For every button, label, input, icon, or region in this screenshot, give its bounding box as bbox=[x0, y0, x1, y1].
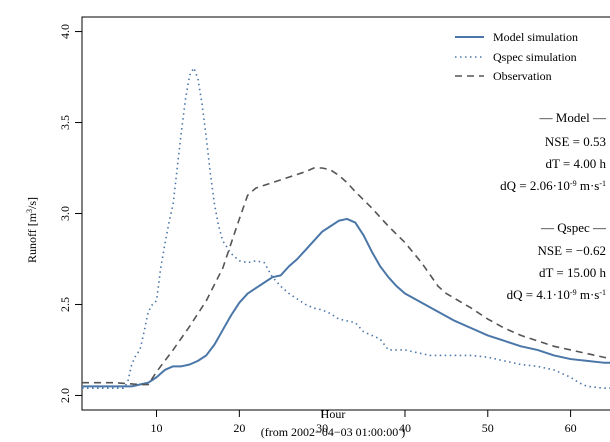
model-nse: NSE = 0.53 bbox=[545, 134, 606, 149]
x-tick-label: 50 bbox=[482, 421, 494, 435]
legend: Model simulation Qspec simulation Observ… bbox=[455, 30, 578, 83]
qspec-nse: NSE = −0.62 bbox=[538, 243, 606, 258]
x-tick-label: 20 bbox=[233, 421, 245, 435]
x-axis: 10 20 30 40 50 60 bbox=[151, 410, 577, 435]
x-axis-title: Hour bbox=[321, 407, 346, 421]
qspec-stats-header: — Qspec — bbox=[540, 220, 607, 235]
x-tick-label: 10 bbox=[151, 421, 163, 435]
model-dq: dQ = 2.06·10-9 m·s-1 bbox=[500, 178, 606, 193]
y-tick-label: 3.5 bbox=[58, 115, 72, 130]
series-layer bbox=[82, 67, 610, 389]
qspec-dq: dQ = 4.1·10-9 m·s-1 bbox=[507, 287, 606, 302]
y-tick-label: 2.5 bbox=[58, 297, 72, 312]
qspec-stats: — Qspec — NSE = −0.62 dT = 15.00 h dQ = … bbox=[507, 220, 607, 302]
model-dt: dT = 4.00 h bbox=[545, 156, 606, 171]
legend-label-model: Model simulation bbox=[493, 30, 578, 44]
series-line-model-simulation bbox=[82, 217, 610, 388]
series-line-observation bbox=[82, 167, 610, 386]
y-axis-title: Runoff [m3/s] bbox=[25, 197, 40, 263]
model-stats-header: — Model — bbox=[539, 110, 607, 125]
x-tick-label: 60 bbox=[565, 421, 577, 435]
legend-label-observation: Observation bbox=[493, 69, 552, 83]
legend-label-qspec: Qspec simulation bbox=[493, 50, 577, 64]
x-tick-label: 40 bbox=[399, 421, 411, 435]
model-stats: — Model — NSE = 0.53 dT = 4.00 h dQ = 2.… bbox=[500, 110, 607, 193]
x-tick-label: 30 bbox=[316, 421, 328, 435]
series-line-qspec-simulation bbox=[82, 67, 610, 389]
y-tick-label: 3.0 bbox=[58, 206, 72, 221]
y-tick-label: 2.0 bbox=[58, 388, 72, 403]
x-axis-subtitle: (from 2002−04−03 01:00:00 ) bbox=[261, 425, 406, 439]
y-tick-label: 4.0 bbox=[58, 24, 72, 39]
y-axis: 2.0 2.5 3.0 3.5 4.0 bbox=[58, 24, 82, 403]
qspec-dt: dT = 15.00 h bbox=[539, 265, 607, 280]
